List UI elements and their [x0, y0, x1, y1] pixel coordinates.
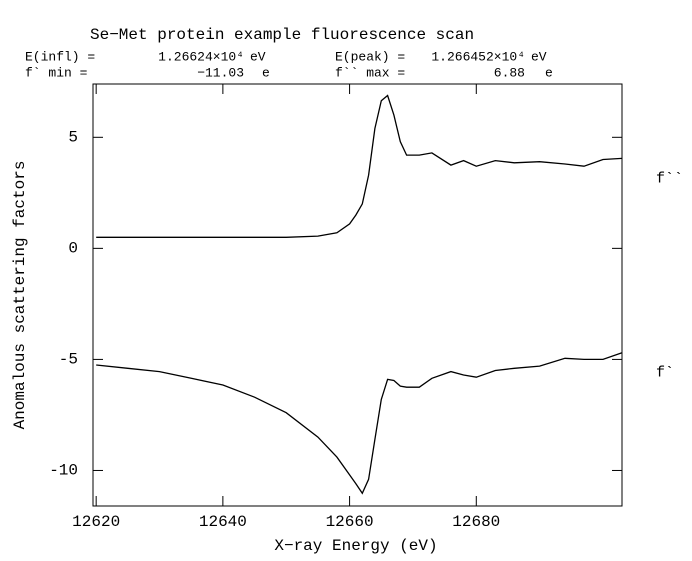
- y-tick-label: 5: [68, 129, 78, 147]
- line: [96, 94, 623, 238]
- stat-unit: e: [545, 65, 553, 80]
- line: [96, 352, 623, 495]
- y-tick-label: 0: [68, 240, 78, 258]
- y-axis-label: Anomalous scattering factors: [11, 161, 29, 430]
- x-axis-label: X−ray Energy (eV): [274, 537, 437, 555]
- stat-label: f`` max =: [335, 65, 405, 80]
- series-label: f`: [656, 365, 674, 382]
- plot-frame: [92, 83, 623, 507]
- stat-label: E(infl) =: [25, 49, 95, 64]
- series-label: f``: [656, 170, 683, 187]
- stat-unit: eV: [250, 49, 266, 64]
- x-tick-label: 12640: [199, 513, 247, 531]
- y-tick-label: -5: [59, 351, 78, 369]
- stat-value: 1.26624×10⁴: [158, 49, 244, 64]
- stat-value: 6.88: [494, 65, 525, 80]
- chart-title: Se−Met protein example fluorescence scan: [90, 26, 474, 44]
- y-tick-label: -10: [49, 462, 78, 480]
- stat-value: 1.266452×10⁴: [431, 49, 525, 64]
- stat-label: E(peak) =: [335, 49, 405, 64]
- x-tick-label: 12680: [452, 513, 500, 531]
- stat-unit: e: [262, 65, 270, 80]
- stat-value: −11.03: [197, 65, 244, 80]
- stat-unit: eV: [531, 49, 547, 64]
- stat-label: f` min =: [25, 65, 88, 80]
- x-tick-label: 12660: [326, 513, 374, 531]
- x-tick-label: 12620: [72, 513, 120, 531]
